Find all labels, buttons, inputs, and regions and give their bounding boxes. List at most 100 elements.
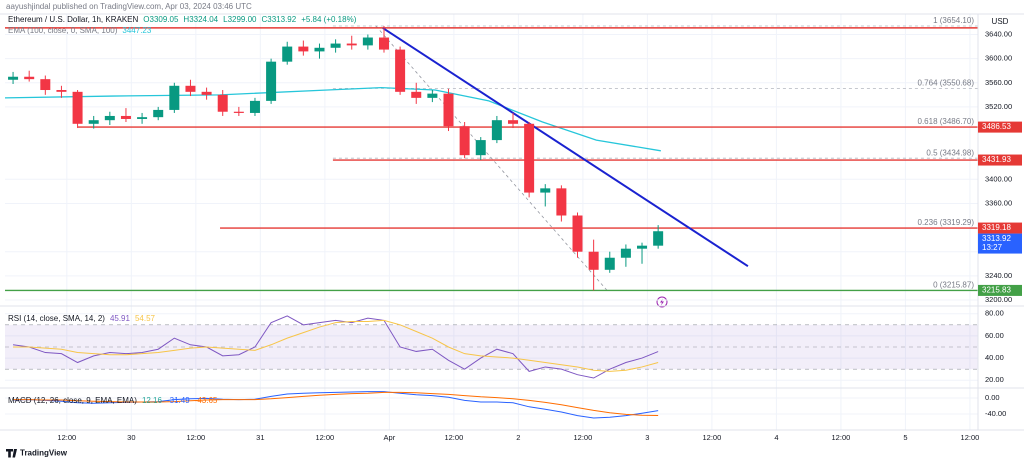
x-tick-label: 3 bbox=[645, 433, 649, 442]
x-tick-label: Apr bbox=[384, 433, 396, 442]
badge-label: 3431.93 bbox=[982, 155, 1011, 164]
y-tick-label: 3200.00 bbox=[985, 295, 1012, 304]
indicator-value: -31.49 bbox=[167, 396, 190, 405]
byline: aayushjindal published on TradingView.co… bbox=[6, 2, 252, 11]
alert-icon bbox=[656, 296, 668, 308]
price-badge: 3215.83 bbox=[978, 284, 1022, 296]
price-badge: 3486.53 bbox=[978, 121, 1022, 133]
badge-box bbox=[978, 121, 1022, 133]
candle-body bbox=[56, 90, 67, 92]
y-tick-label: 3640.00 bbox=[985, 29, 1012, 38]
indicator-title: RSI (14, close, SMA, 14, 2) bbox=[8, 314, 105, 323]
candle-body bbox=[137, 117, 148, 119]
axes: 12:00 30 12:00 31 12:00 Apr 12:00 2 12:00 3 12:00 4… bbox=[0, 13, 1024, 442]
legend-name: EMA (100, close, 0, SMA, 100) bbox=[8, 26, 118, 35]
fib-label: 0.236 (3319.29) bbox=[918, 218, 975, 227]
x-tick-label: 12:00 bbox=[57, 433, 76, 442]
indicator-title: MACD (12, 26, close, 9, EMA, EMA) bbox=[8, 396, 137, 405]
indicator-header: MACD (12, 26, close, 9, EMA, EMA) 12.16 -3… bbox=[8, 396, 218, 405]
footer-logo: TradingView bbox=[6, 449, 68, 458]
candle-body bbox=[282, 46, 293, 62]
badge-label: 3215.83 bbox=[982, 286, 1011, 295]
x-tick-label: 12:00 bbox=[573, 433, 592, 442]
x-tick-label: 12:00 bbox=[315, 433, 334, 442]
footer-brand: TradingView bbox=[20, 449, 68, 458]
candle-body bbox=[346, 43, 357, 46]
alert-circle bbox=[656, 296, 668, 308]
badge-label: 3313.92 bbox=[982, 234, 1011, 243]
y-tick-label: -40.00 bbox=[985, 409, 1006, 418]
fib-label: 0 (3215.87) bbox=[933, 281, 974, 290]
indicator-header: RSI (14, close, SMA, 14, 2) 45.91 54.57 bbox=[8, 314, 156, 323]
badge-box bbox=[978, 284, 1022, 296]
ema-line bbox=[4, 86, 661, 152]
plot: 1 (3654.10) 0.764 (3550.68) 0.618 (3486.70… bbox=[4, 16, 978, 419]
x-tick-label: 12:00 bbox=[832, 433, 851, 442]
ohlc-value: C3313.92 bbox=[262, 15, 297, 24]
y-tick-label: 3360.00 bbox=[985, 198, 1012, 207]
candle-body bbox=[491, 120, 502, 141]
ohlc-value: L3299.00 bbox=[223, 15, 257, 24]
y-tick-label: 80.00 bbox=[985, 309, 1004, 318]
logo-mark bbox=[6, 449, 17, 458]
candle-body bbox=[620, 248, 631, 258]
candle-body bbox=[508, 120, 519, 124]
badge-box bbox=[978, 222, 1022, 234]
fib-label: 0.5 (3434.98) bbox=[926, 148, 974, 157]
candle-body bbox=[88, 120, 99, 124]
grid bbox=[5, 14, 978, 430]
candle-body bbox=[362, 37, 373, 46]
indicator-value: 12.16 bbox=[142, 396, 163, 405]
price-badge: 3431.93 bbox=[978, 154, 1022, 166]
y-tick-label: 3600.00 bbox=[985, 54, 1012, 63]
badge-box bbox=[978, 233, 1022, 254]
y-tick-label: 3560.00 bbox=[985, 78, 1012, 87]
x-tick-label: 12:00 bbox=[703, 433, 722, 442]
candle-body bbox=[217, 94, 228, 112]
candle-body bbox=[637, 245, 648, 249]
y-tick-label: 3400.00 bbox=[985, 174, 1012, 183]
candle-body bbox=[524, 123, 535, 193]
candle-body bbox=[604, 257, 615, 270]
indicator-line bbox=[13, 391, 659, 416]
indicator-line bbox=[12, 315, 659, 379]
candle-body bbox=[459, 126, 470, 156]
candle-body bbox=[185, 85, 196, 92]
currency: USD bbox=[992, 17, 1009, 26]
candle-body bbox=[169, 85, 180, 110]
badge-box bbox=[978, 154, 1022, 166]
badge-label: 3319.18 bbox=[982, 223, 1011, 232]
badge-countdown: 13:27 bbox=[982, 243, 1003, 252]
indicator-line bbox=[13, 391, 659, 419]
indicator-value: -43.65 bbox=[195, 396, 218, 405]
x-tick-label: 5 bbox=[903, 433, 907, 442]
x-tick-label: 2 bbox=[516, 433, 520, 442]
indicator-value: 45.91 bbox=[110, 314, 131, 323]
fib-label: 0.764 (3550.68) bbox=[918, 79, 975, 88]
x-tick-label: 31 bbox=[256, 433, 264, 442]
candle-body bbox=[395, 49, 406, 92]
candle-body bbox=[572, 215, 583, 252]
x-tick-label: 12:00 bbox=[444, 433, 463, 442]
fib-label: 1 (3654.10) bbox=[933, 16, 974, 25]
candle-body bbox=[653, 231, 664, 246]
candle-body bbox=[540, 188, 551, 193]
fib-label: 0.618 (3486.70) bbox=[918, 117, 975, 126]
candle-body bbox=[314, 47, 325, 52]
candle-body bbox=[8, 76, 19, 80]
y-tick-label: 60.00 bbox=[985, 331, 1004, 340]
candle-body bbox=[588, 251, 599, 270]
fib-diagonal bbox=[375, 25, 608, 291]
price-badge: 3319.18 bbox=[978, 222, 1022, 234]
y-tick-label: 0.00 bbox=[985, 393, 1000, 402]
indicator-value: 54.57 bbox=[135, 314, 156, 323]
x-tick-label: 12:00 bbox=[961, 433, 980, 442]
chart-title: Ethereum / U.S. Dollar, 1h, KRAKEN bbox=[8, 15, 138, 24]
candle-body bbox=[120, 115, 131, 119]
badge-label: 3486.53 bbox=[982, 122, 1011, 131]
candle-body bbox=[427, 93, 438, 98]
alert-bolt bbox=[660, 298, 664, 306]
candle-body bbox=[24, 76, 35, 80]
